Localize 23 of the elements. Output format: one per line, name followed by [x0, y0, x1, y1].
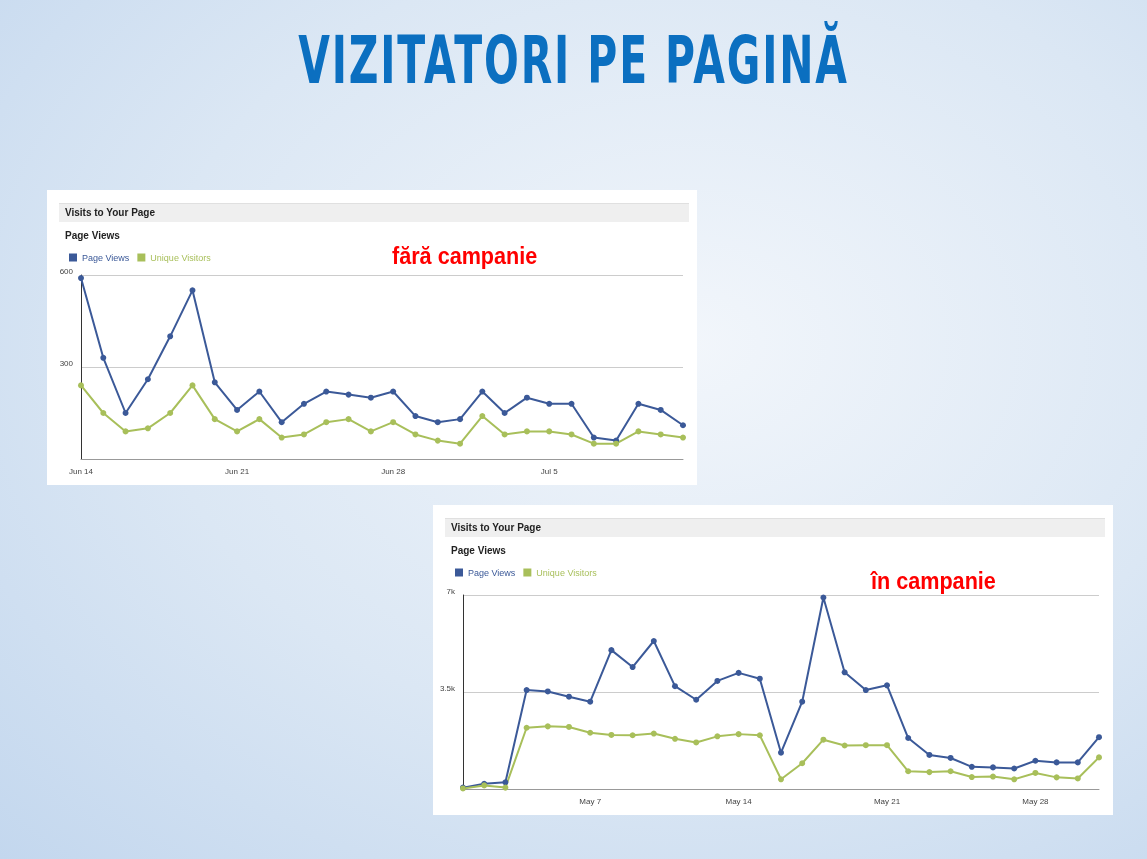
y-tick-label: 3.5k — [439, 683, 456, 693]
text: fără campanie — [392, 242, 538, 270]
x-tick-label: May 21 — [873, 796, 901, 806]
x-tick-label: Jun 28 — [381, 466, 406, 476]
y-tick-label: 300 — [59, 358, 74, 368]
x-tick-label: May 7 — [579, 796, 602, 806]
text: VIZITATORI PE PAGINĂ — [297, 22, 850, 99]
legend-label: Unique Visitors — [536, 567, 598, 578]
x-tick-label: May 28 — [1022, 796, 1050, 806]
x-tick-label: May 14 — [725, 796, 753, 806]
legend-label: Unique Visitors — [150, 252, 212, 263]
x-tick-label: Jun 21 — [225, 466, 250, 476]
y-tick-label: 7k — [446, 586, 456, 596]
chart-title: Visits to Your Page — [59, 203, 689, 222]
legend-label: Page Views — [82, 252, 130, 263]
y-tick-label: 600 — [59, 266, 74, 276]
text: în campanie — [871, 567, 996, 595]
chart-title: Visits to Your Page — [445, 518, 1105, 537]
x-tick-label: Jun 14 — [68, 466, 94, 476]
legend-label: Page Views — [468, 567, 516, 578]
chart-subtitle: Page Views — [65, 230, 120, 241]
x-tick-label: Jul 5 — [540, 466, 559, 476]
chart-subtitle: Page Views — [451, 545, 506, 556]
